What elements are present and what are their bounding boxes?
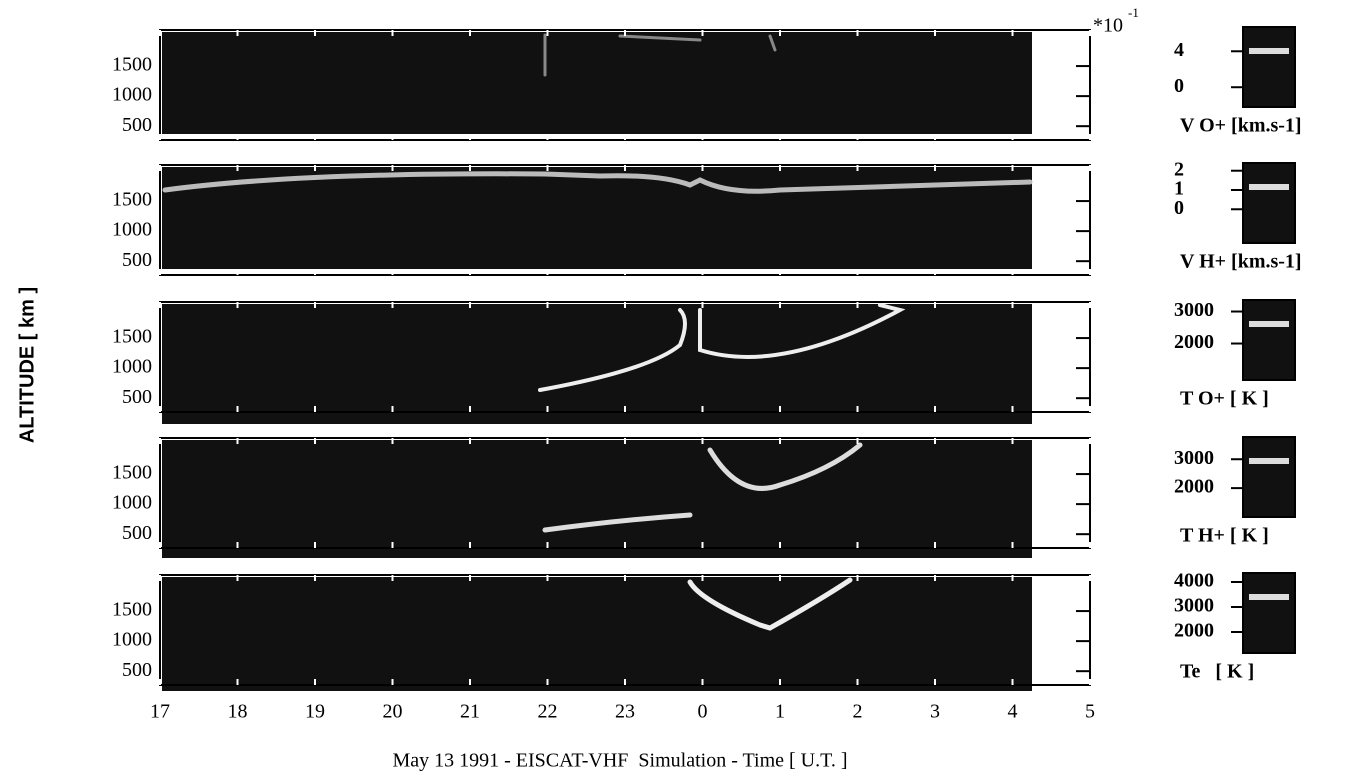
- colorbar: [1242, 162, 1296, 244]
- colorbar-tick-label: 2000: [1174, 476, 1214, 498]
- y-tick-label: 1000: [112, 492, 152, 514]
- x-tick-label: 3: [930, 701, 940, 723]
- colorbar-label: V H+ [km.s-1]: [1180, 251, 1302, 273]
- colorbar-stripe: [1249, 184, 1289, 190]
- colorbar-tick-label: 2000: [1174, 331, 1214, 353]
- colorbar-stripe: [1249, 594, 1289, 600]
- y-tick-label: 1000: [112, 219, 152, 241]
- colorbar: [1242, 436, 1296, 518]
- x-tick-label: 1: [775, 701, 785, 723]
- feature: [543, 33, 777, 77]
- x-tick-label: 0: [698, 701, 708, 723]
- x-tick-label: 20: [383, 701, 403, 723]
- colorbar: [1242, 26, 1296, 108]
- x-tick-label: 5: [1085, 701, 1095, 723]
- y-tick-label: 1500: [112, 599, 152, 621]
- y-tick-label: 1000: [112, 629, 152, 651]
- y-tick-label: 500: [122, 522, 152, 544]
- colorbar-tick-label: 4: [1174, 39, 1184, 61]
- x-tick-label: 17: [150, 701, 170, 723]
- colorbar-label: V O+ [km.s-1]: [1180, 115, 1302, 137]
- colorbar-label: Te [ K ]: [1180, 661, 1254, 683]
- colorbar-tick-label: 3000: [1174, 299, 1214, 321]
- feature: [162, 171, 1033, 194]
- x-tick-label: 18: [228, 701, 248, 723]
- x-tick-label: 23: [615, 701, 635, 723]
- panel-fill: [162, 577, 1032, 691]
- y-tick-label: 1000: [112, 356, 152, 378]
- feature: [687, 577, 853, 631]
- colorbar-exponent: -1: [1128, 5, 1139, 20]
- heatmap-features: [162, 32, 1033, 691]
- y-tick-label: 500: [122, 114, 152, 136]
- x-tick-label: 19: [305, 701, 325, 723]
- panel-fill: [162, 440, 1032, 558]
- colorbar-stripe: [1249, 458, 1289, 464]
- colorbar: [1242, 572, 1296, 654]
- y-tick-label: 500: [122, 659, 152, 681]
- y-tick-label: 500: [122, 249, 152, 271]
- x-tick-label: 2: [853, 701, 863, 723]
- colorbar-tick-label: 3000: [1174, 447, 1214, 469]
- feature: [538, 303, 906, 392]
- x-tick-label: 4: [1008, 701, 1018, 723]
- x-tick-label: 21: [460, 701, 480, 723]
- panel-fill: [162, 32, 1032, 134]
- y-tick-label: 1500: [112, 54, 152, 76]
- colorbar: [1242, 299, 1296, 381]
- colorbar-label: T H+ [ K ]: [1180, 525, 1269, 547]
- feature: [542, 442, 863, 533]
- colorbar-stripe: [1249, 48, 1289, 54]
- colorbar-tick-label: 0: [1174, 197, 1184, 219]
- colorbar-stripe: [1249, 321, 1289, 327]
- y-tick-label: 1000: [112, 84, 152, 106]
- colorbar-label: T O+ [ K ]: [1180, 388, 1269, 410]
- y-tick-label: 1500: [112, 326, 152, 348]
- y-axis-title: ALTITUDE [ km ]: [16, 287, 38, 443]
- x-tick-label: 22: [538, 701, 558, 723]
- y-tick-label: 500: [122, 386, 152, 408]
- colorbar-tick-label: 2: [1174, 158, 1184, 180]
- colorbar-tick-label: 0: [1174, 75, 1184, 97]
- panel-fill: [162, 167, 1032, 269]
- y-tick-label: 1500: [112, 189, 152, 211]
- colorbar-multiplier: *10: [1093, 15, 1123, 37]
- colorbar-tick-label: 2000: [1174, 620, 1214, 642]
- panel-fill: [162, 304, 1032, 424]
- colorbar-tick-label: 3000: [1174, 595, 1214, 617]
- x-axis-title: May 13 1991 - EISCAT-VHF Simulation - Ti…: [392, 750, 847, 772]
- y-tick-label: 1500: [112, 462, 152, 484]
- colorbar-tick-label: 1: [1174, 178, 1184, 200]
- colorbar-tick-label: 4000: [1174, 570, 1214, 592]
